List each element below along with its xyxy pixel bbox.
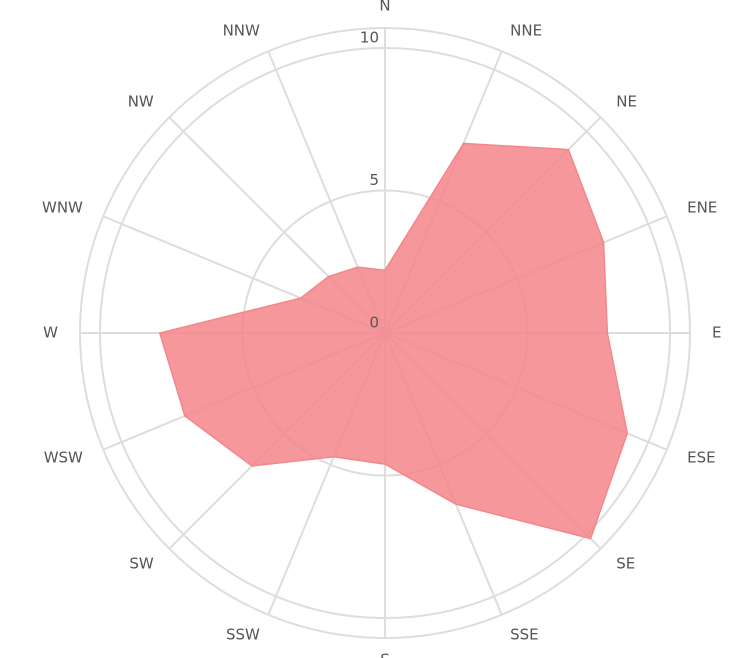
category-label: SSW [226,626,260,644]
category-label: NNW [223,21,260,39]
category-label: W [43,324,58,342]
category-label: NW [128,92,154,110]
grid-ring [98,46,672,620]
category-label: SE [616,555,635,573]
category-label: NE [616,92,637,110]
category-label: WNW [42,198,83,216]
category-label: SW [129,555,154,573]
category-label: E [712,324,721,342]
category-label: N [379,0,390,15]
r-tick-label: 0 [369,314,379,332]
r-tick-label: 5 [369,171,379,189]
category-label: NNE [510,21,542,39]
r-tick-label: 10 [360,28,379,46]
category-label: ESE [687,449,715,467]
area [158,142,629,540]
category-label: S [380,651,390,658]
category-label: ENE [687,198,717,216]
category-label: WSW [44,449,83,467]
category-label: SSE [510,626,539,644]
